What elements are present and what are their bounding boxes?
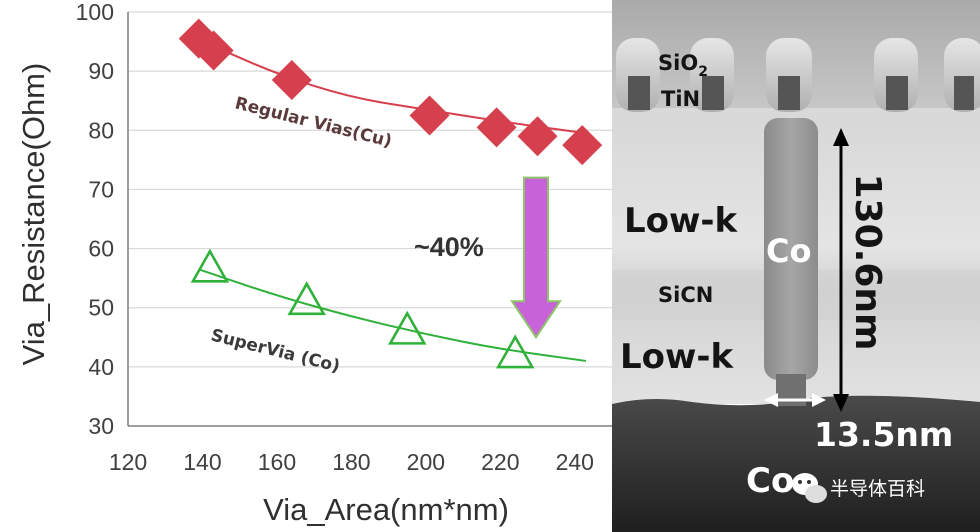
y-tick-label: 70 bbox=[88, 176, 114, 202]
co-via bbox=[764, 118, 818, 380]
y-tick-label: 40 bbox=[88, 354, 114, 380]
triangle-marker bbox=[190, 248, 230, 283]
co-via-label: Co bbox=[766, 232, 811, 270]
y-tick-label: 50 bbox=[88, 295, 114, 321]
width-dimension-arrow bbox=[764, 393, 826, 407]
x-tick-label: 140 bbox=[183, 449, 221, 475]
triangle-marker bbox=[287, 281, 326, 316]
diamond-marker bbox=[476, 107, 517, 148]
sio2-label: SiO2 bbox=[658, 51, 708, 80]
y-tick-label: 100 bbox=[76, 0, 114, 25]
diamond-marker bbox=[193, 30, 234, 71]
tin-label: TiN bbox=[661, 87, 700, 111]
wechat-icon bbox=[792, 473, 827, 503]
triangle-marker bbox=[495, 334, 535, 369]
diamond-marker bbox=[271, 60, 312, 101]
tem-cross-section-image: SiO2 TiN Low-k SiCN Low-k Co 130.6nm 13.… bbox=[612, 0, 980, 532]
data-markers bbox=[178, 18, 603, 369]
axes bbox=[127, 12, 612, 427]
co-base-layer bbox=[612, 395, 980, 532]
diamond-marker bbox=[409, 95, 450, 136]
diamond-marker bbox=[562, 125, 603, 166]
x-tick-label: 120 bbox=[109, 449, 147, 475]
tem-svg: SiO2 TiN Low-k SiCN Low-k Co 130.6nm 13.… bbox=[612, 0, 980, 532]
upper-via-caps bbox=[616, 38, 980, 112]
lowk-bottom-label: Low-k bbox=[620, 337, 735, 377]
y-tick-label: 30 bbox=[88, 413, 114, 439]
x-tick-label: 240 bbox=[556, 449, 594, 475]
width-measurement: 13.5nm bbox=[814, 415, 953, 454]
y-axis-title: Via_Resistance(Ohm) bbox=[16, 63, 51, 366]
y-tick-labels: 30 40 50 60 70 80 90 100 bbox=[76, 0, 114, 439]
y-tick-label: 90 bbox=[88, 58, 114, 84]
x-axis-title: Via_Area(nm*nm) bbox=[263, 492, 509, 527]
x-tick-label: 180 bbox=[332, 449, 370, 475]
diamond-marker bbox=[517, 116, 558, 157]
reduction-arrow bbox=[510, 176, 562, 340]
height-measurement: 130.6nm bbox=[847, 173, 888, 350]
reduction-arrow-shape bbox=[510, 176, 562, 340]
reduction-label: ~40% bbox=[414, 232, 484, 262]
sicn-label: SiCN bbox=[658, 283, 713, 307]
x-tick-label: 220 bbox=[481, 449, 519, 475]
x-tick-label: 160 bbox=[258, 449, 296, 475]
watermark-text: 半导体百科 bbox=[830, 478, 925, 500]
x-tick-label: 200 bbox=[407, 449, 445, 475]
y-tick-label: 60 bbox=[88, 236, 114, 262]
lowk-top-label: Low-k bbox=[624, 201, 739, 241]
trend-line bbox=[198, 268, 587, 362]
co-base-label: Co bbox=[746, 461, 794, 501]
height-dimension-arrow bbox=[833, 128, 849, 412]
series-label-regular-vias: Regular Vias(Cu) bbox=[233, 93, 394, 151]
gridlines bbox=[128, 11, 612, 368]
x-tick-labels: 1201401601802002202402 bbox=[109, 449, 594, 475]
y-tick-label: 80 bbox=[88, 117, 114, 143]
triangle-marker bbox=[387, 310, 427, 345]
diamond-marker bbox=[178, 18, 219, 59]
series-label-supervia: SuperVia (Co) bbox=[209, 325, 342, 376]
